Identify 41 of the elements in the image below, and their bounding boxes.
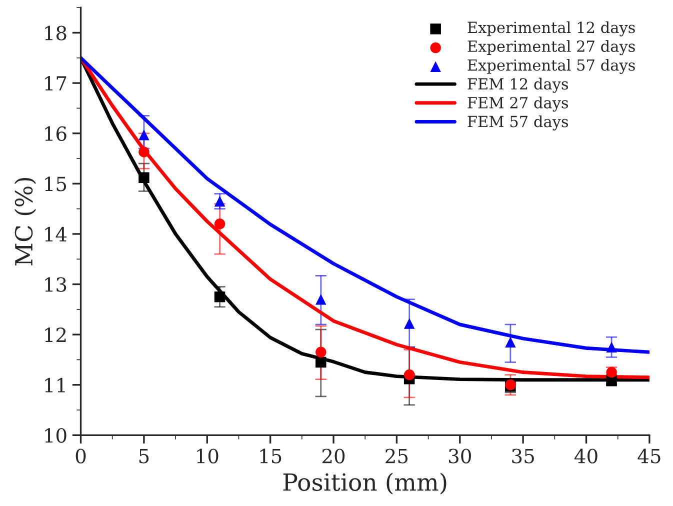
point bbox=[138, 129, 150, 140]
point bbox=[606, 366, 617, 378]
point bbox=[138, 172, 150, 183]
x-axis-title: Position (mm) bbox=[283, 472, 446, 494]
x-tick-label: 30 bbox=[448, 448, 471, 464]
x-tick-label: 15 bbox=[260, 448, 282, 464]
y-tick-label: 10 bbox=[45, 428, 66, 443]
x-tick-label: 35 bbox=[512, 448, 534, 464]
point bbox=[214, 291, 226, 302]
point bbox=[214, 218, 226, 230]
y-tick-label: 13 bbox=[45, 277, 66, 292]
legend-label: FEM 27 days bbox=[468, 96, 568, 112]
x-tick-label: 25 bbox=[386, 448, 408, 464]
point bbox=[315, 346, 326, 358]
point bbox=[404, 369, 415, 380]
y-tick-label: 18 bbox=[45, 26, 66, 40]
point bbox=[315, 356, 326, 368]
y-tick-label: 11 bbox=[45, 378, 65, 392]
point bbox=[606, 342, 617, 353]
point bbox=[138, 146, 150, 158]
point bbox=[315, 294, 326, 305]
x-tick-label: 40 bbox=[574, 448, 598, 464]
x-tick-label: 10 bbox=[197, 448, 218, 464]
x-tick-label: 45 bbox=[638, 448, 660, 464]
point bbox=[214, 196, 226, 207]
x-tick-label: 0 bbox=[76, 448, 86, 464]
legend-label: FEM 12 days bbox=[468, 78, 568, 93]
y-tick-label: 17 bbox=[45, 76, 66, 90]
y-tick-label: 12 bbox=[45, 328, 66, 342]
y-tick-label: 15 bbox=[45, 176, 66, 192]
y-tick-label: 14 bbox=[45, 226, 67, 242]
legend-label: Experimental 57 days bbox=[468, 58, 635, 74]
point bbox=[404, 318, 415, 329]
x-tick-label: 20 bbox=[322, 448, 345, 464]
legend-label: Experimental 12 days bbox=[468, 21, 635, 36]
legend-label: Experimental 27 days bbox=[468, 40, 635, 56]
x-tick-label: 5 bbox=[139, 448, 149, 464]
legend-label: FEM 57 days bbox=[468, 115, 568, 130]
y-axis-title: MC (%) bbox=[14, 178, 36, 266]
y-tick-label: 16 bbox=[45, 126, 66, 142]
point bbox=[505, 336, 516, 348]
